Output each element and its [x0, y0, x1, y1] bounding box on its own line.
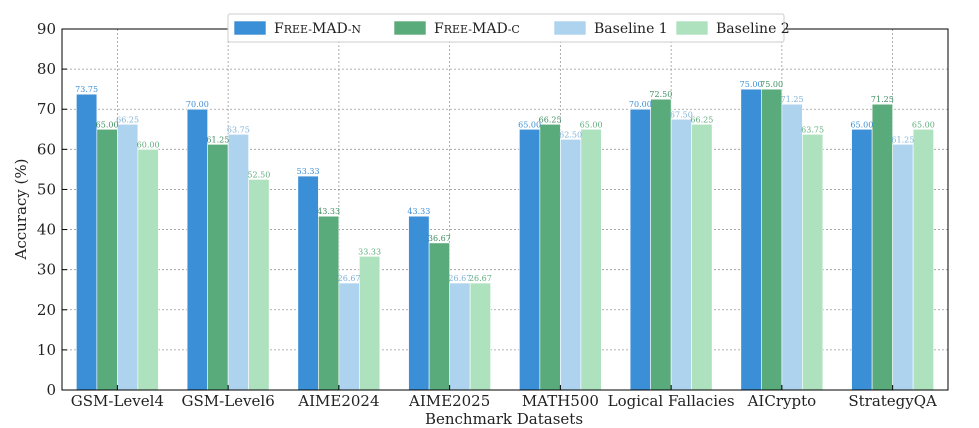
data-label: 36.67 — [428, 234, 451, 243]
data-label: 26.67 — [338, 274, 361, 283]
bar — [691, 123, 713, 391]
bar — [96, 128, 118, 391]
data-label: 62.50 — [559, 130, 582, 139]
data-label: 26.67 — [469, 274, 492, 283]
data-label: 70.00 — [629, 100, 652, 109]
legend-label: FREE-MAD-N — [274, 21, 361, 37]
data-label: 53.33 — [297, 167, 320, 176]
bar — [338, 282, 360, 391]
data-label: 72.50 — [649, 90, 672, 99]
y-tick-label: 60 — [37, 140, 56, 158]
bar — [871, 103, 893, 391]
data-label: 26.67 — [448, 274, 471, 283]
axis-ticks: 0 10 20 30 40 50 60 70 80 90 GSM-Level4 GSM-Level6 A… — [37, 20, 937, 410]
bar — [76, 93, 98, 391]
bar — [449, 282, 471, 391]
y-tick-label: 80 — [37, 60, 56, 78]
data-label: 70.00 — [186, 100, 209, 109]
data-label: 65.00 — [850, 120, 873, 129]
data-label: 75.00 — [760, 80, 783, 89]
legend-swatch — [393, 20, 427, 36]
data-label: 65.00 — [518, 120, 541, 129]
bar — [912, 128, 934, 391]
bar — [761, 88, 783, 391]
legend-swatch — [233, 20, 267, 36]
category-label: Logical Fallacies — [608, 392, 735, 410]
bar — [781, 103, 803, 391]
data-label: 63.75 — [227, 125, 250, 134]
data-label: 71.25 — [781, 95, 804, 104]
category-label: AIME2025 — [408, 392, 490, 410]
data-label: 66.25 — [539, 115, 562, 124]
data-label: 66.25 — [116, 115, 139, 124]
legend-label: FREE-MAD-C — [434, 21, 520, 37]
y-tick-label: 0 — [46, 381, 56, 399]
data-label: 43.33 — [317, 207, 340, 216]
legend-label: Baseline 1 — [594, 21, 668, 37]
bar — [851, 128, 873, 391]
y-tick-label: 50 — [37, 180, 56, 198]
data-label: 33.33 — [358, 247, 381, 256]
bar — [318, 215, 340, 391]
bar — [802, 133, 824, 391]
y-tick-label: 20 — [37, 301, 56, 319]
bars — [76, 88, 934, 391]
category-label: AICrypto — [747, 392, 817, 410]
y-tick-label: 90 — [37, 20, 56, 38]
y-tick-label: 40 — [37, 221, 56, 239]
bar — [670, 118, 692, 391]
y-axis-title: Accuracy (%) — [12, 158, 30, 260]
bar — [117, 123, 139, 391]
category-label: GSM-Level4 — [71, 392, 164, 410]
category-label: GSM-Level6 — [182, 392, 275, 410]
category-label: MATH500 — [522, 392, 599, 410]
data-label: 65.00 — [96, 120, 119, 129]
x-axis-title: Benchmark Datasets — [425, 410, 583, 428]
bar — [892, 144, 914, 391]
bar — [629, 108, 651, 391]
data-label: 73.75 — [75, 85, 98, 94]
legend-swatch — [675, 20, 709, 36]
legend: FREE-MAD-N FREE-MAD-C Baseline 1 Baseline 2 — [227, 13, 790, 43]
bar — [248, 179, 270, 391]
bar — [560, 139, 582, 391]
legend-label: Baseline 2 — [716, 21, 790, 37]
bar — [207, 144, 229, 391]
y-tick-label: 30 — [37, 261, 56, 279]
bar — [580, 128, 602, 391]
data-label: 75.00 — [740, 80, 763, 89]
data-label: 60.00 — [137, 140, 160, 149]
data-label: 52.50 — [247, 170, 270, 179]
bar — [137, 149, 159, 391]
y-tick-label: 70 — [37, 100, 56, 118]
bar — [469, 282, 491, 391]
legend-swatch — [553, 20, 587, 36]
data-label: 71.25 — [871, 95, 894, 104]
data-label: 65.00 — [580, 120, 603, 129]
bar — [227, 133, 249, 391]
bar — [359, 256, 381, 391]
bar — [186, 108, 208, 391]
bar — [297, 175, 319, 391]
category-label: AIME2024 — [297, 392, 379, 410]
data-labels: 73.7565.0066.2560.0070.0061.2563.7552.50… — [75, 80, 935, 283]
category-label: StrategyQA — [848, 392, 937, 410]
bar — [519, 128, 541, 391]
y-tick-label: 10 — [37, 341, 56, 359]
data-label: 61.25 — [206, 135, 229, 144]
data-label: 61.25 — [891, 135, 914, 144]
data-label: 65.00 — [912, 120, 935, 129]
bar — [740, 88, 762, 391]
data-label: 67.50 — [670, 110, 693, 119]
bar — [650, 98, 672, 391]
data-label: 66.25 — [690, 115, 713, 124]
bar — [408, 215, 430, 391]
bar — [428, 242, 450, 391]
data-label: 63.75 — [801, 125, 824, 134]
bar — [539, 123, 561, 391]
data-label: 43.33 — [407, 207, 430, 216]
legend-box — [227, 13, 785, 43]
